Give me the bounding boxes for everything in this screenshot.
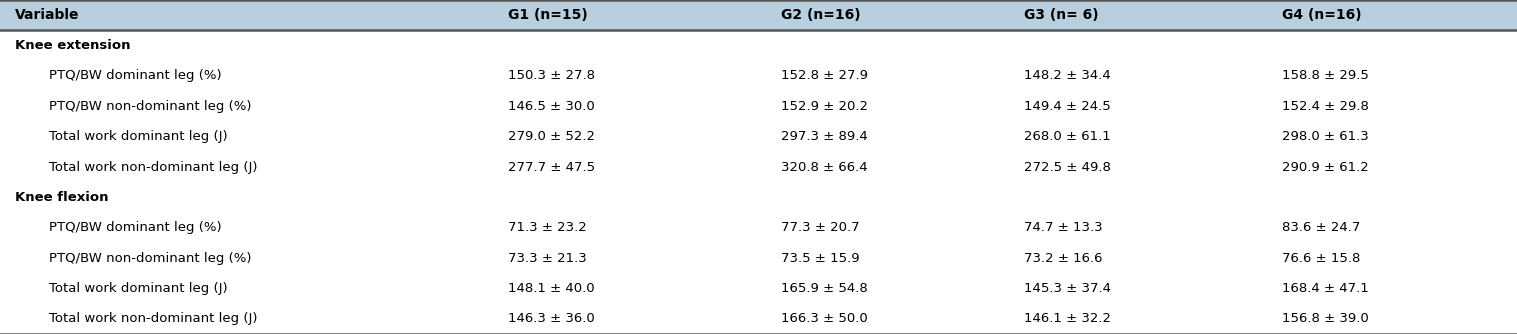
Text: 166.3 ± 50.0: 166.3 ± 50.0 [781, 312, 868, 325]
Bar [0, 304, 1517, 334]
Bar [0, 273, 1517, 304]
Text: 320.8 ± 66.4: 320.8 ± 66.4 [781, 161, 868, 173]
Text: 74.7 ± 13.3: 74.7 ± 13.3 [1024, 221, 1103, 234]
Text: 150.3 ± 27.8: 150.3 ± 27.8 [508, 69, 595, 82]
Text: 83.6 ± 24.7: 83.6 ± 24.7 [1282, 221, 1361, 234]
Text: G1 (n=15): G1 (n=15) [508, 8, 589, 22]
Bar [0, 182, 1517, 212]
Text: 290.9 ± 61.2: 290.9 ± 61.2 [1282, 161, 1368, 173]
Text: 268.0 ± 61.1: 268.0 ± 61.1 [1024, 130, 1110, 143]
Text: Total work dominant leg (J): Total work dominant leg (J) [49, 282, 228, 295]
Bar [0, 91, 1517, 122]
Text: G2 (n=16): G2 (n=16) [781, 8, 860, 22]
Text: Knee extension: Knee extension [15, 39, 130, 52]
Text: PTQ/BW non-dominant leg (%): PTQ/BW non-dominant leg (%) [49, 252, 250, 265]
Bar [0, 30, 1517, 61]
Text: Total work non-dominant leg (J): Total work non-dominant leg (J) [49, 312, 256, 325]
Bar [0, 212, 1517, 243]
Text: G3 (n= 6): G3 (n= 6) [1024, 8, 1098, 22]
Text: 168.4 ± 47.1: 168.4 ± 47.1 [1282, 282, 1368, 295]
Text: 272.5 ± 49.8: 272.5 ± 49.8 [1024, 161, 1110, 173]
Text: 297.3 ± 89.4: 297.3 ± 89.4 [781, 130, 868, 143]
Text: 277.7 ± 47.5: 277.7 ± 47.5 [508, 161, 595, 173]
Text: 158.8 ± 29.5: 158.8 ± 29.5 [1282, 69, 1368, 82]
Text: 146.5 ± 30.0: 146.5 ± 30.0 [508, 100, 595, 113]
Text: G4 (n=16): G4 (n=16) [1282, 8, 1361, 22]
Text: PTQ/BW non-dominant leg (%): PTQ/BW non-dominant leg (%) [49, 100, 250, 113]
Text: 73.3 ± 21.3: 73.3 ± 21.3 [508, 252, 587, 265]
Text: 165.9 ± 54.8: 165.9 ± 54.8 [781, 282, 868, 295]
Text: Knee flexion: Knee flexion [15, 191, 109, 204]
Text: 156.8 ± 39.0: 156.8 ± 39.0 [1282, 312, 1368, 325]
Bar [0, 61, 1517, 91]
Text: 152.8 ± 27.9: 152.8 ± 27.9 [781, 69, 868, 82]
Text: Variable: Variable [15, 8, 80, 22]
Text: Total work dominant leg (J): Total work dominant leg (J) [49, 130, 228, 143]
Text: 76.6 ± 15.8: 76.6 ± 15.8 [1282, 252, 1361, 265]
Text: 73.2 ± 16.6: 73.2 ± 16.6 [1024, 252, 1103, 265]
Text: 149.4 ± 24.5: 149.4 ± 24.5 [1024, 100, 1110, 113]
Text: 279.0 ± 52.2: 279.0 ± 52.2 [508, 130, 595, 143]
Text: 146.3 ± 36.0: 146.3 ± 36.0 [508, 312, 595, 325]
Bar [0, 243, 1517, 273]
Text: 148.1 ± 40.0: 148.1 ± 40.0 [508, 282, 595, 295]
Text: 71.3 ± 23.2: 71.3 ± 23.2 [508, 221, 587, 234]
Text: PTQ/BW dominant leg (%): PTQ/BW dominant leg (%) [49, 69, 221, 82]
Text: PTQ/BW dominant leg (%): PTQ/BW dominant leg (%) [49, 221, 221, 234]
Text: Total work non-dominant leg (J): Total work non-dominant leg (J) [49, 161, 256, 173]
Text: 298.0 ± 61.3: 298.0 ± 61.3 [1282, 130, 1368, 143]
Text: 146.1 ± 32.2: 146.1 ± 32.2 [1024, 312, 1110, 325]
Text: 145.3 ± 37.4: 145.3 ± 37.4 [1024, 282, 1110, 295]
Text: 152.4 ± 29.8: 152.4 ± 29.8 [1282, 100, 1368, 113]
Text: 77.3 ± 20.7: 77.3 ± 20.7 [781, 221, 860, 234]
Bar [0, 0, 1517, 30]
Text: 152.9 ± 20.2: 152.9 ± 20.2 [781, 100, 868, 113]
Text: 148.2 ± 34.4: 148.2 ± 34.4 [1024, 69, 1110, 82]
Text: 73.5 ± 15.9: 73.5 ± 15.9 [781, 252, 860, 265]
Bar [0, 152, 1517, 182]
Bar [0, 122, 1517, 152]
